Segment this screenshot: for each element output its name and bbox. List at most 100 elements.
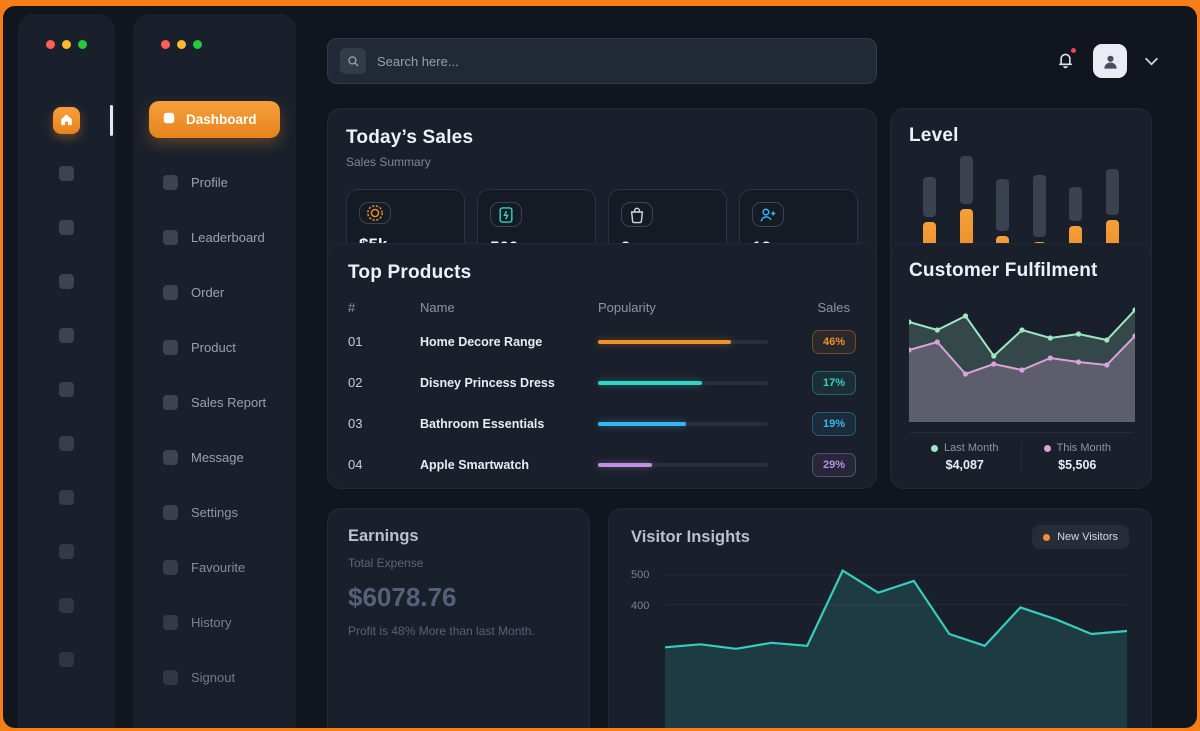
traffic-lights bbox=[18, 14, 115, 49]
product-row[interactable]: 02 Disney Princess Dress 17% bbox=[348, 362, 856, 403]
legend-last-month: Last Month $4,087 bbox=[909, 442, 1021, 472]
legend-dot bbox=[1043, 444, 1051, 452]
sidebar-item-order[interactable]: Order bbox=[133, 272, 296, 313]
rail-item-11[interactable] bbox=[59, 652, 74, 667]
sidebar-item-sales-report[interactable]: Sales Report bbox=[133, 382, 296, 423]
visitor-chart: 500 400 bbox=[631, 563, 1129, 728]
menu-placeholder-icon bbox=[59, 598, 74, 613]
topbar-actions bbox=[1055, 38, 1159, 84]
menu-placeholder-icon bbox=[163, 560, 178, 575]
rail-item-5[interactable] bbox=[59, 328, 74, 343]
sidebar-item-dashboard[interactable]: Dashboard bbox=[149, 101, 280, 138]
popularity-bar bbox=[598, 380, 792, 385]
sidebar-item-profile[interactable]: Profile bbox=[133, 162, 296, 203]
sidebar-item-product[interactable]: Product bbox=[133, 327, 296, 368]
badge-label: New Visitors bbox=[1057, 531, 1118, 543]
column-header: Popularity bbox=[598, 300, 656, 315]
card-title: Top Products bbox=[348, 262, 472, 283]
menu-placeholder-icon bbox=[163, 395, 178, 410]
legend-dot bbox=[931, 444, 939, 452]
sidebar-item-message[interactable]: Message bbox=[133, 437, 296, 478]
sidebar-item-label: History bbox=[191, 615, 232, 630]
zoom-window-button[interactable] bbox=[78, 40, 87, 49]
rail-item-8[interactable] bbox=[59, 490, 74, 505]
product-row[interactable]: 04 Apple Smartwatch 29% bbox=[348, 444, 856, 485]
menu-placeholder-icon bbox=[59, 382, 74, 397]
sidebar-item-label: Settings bbox=[191, 505, 238, 520]
visitor-insights-card: Visitor Insights New Visitors 500 400 bbox=[608, 508, 1152, 728]
sidebar-item-label: Favourite bbox=[191, 560, 246, 575]
y-axis: 500 400 bbox=[631, 563, 665, 728]
visitor-area-chart bbox=[664, 563, 1129, 728]
minimize-window-button[interactable] bbox=[62, 40, 71, 49]
customer-fulfilment-card: Customer Fulfilment Last Month $4,087 Th… bbox=[890, 243, 1152, 489]
minimize-window-button[interactable] bbox=[177, 40, 186, 49]
sidebar-item-label: Product bbox=[191, 340, 236, 355]
card-title: Visitor Insights bbox=[631, 527, 750, 546]
search-input[interactable] bbox=[377, 53, 864, 69]
table-body: 01 Home Decore Range 46% 02 Disney Princ… bbox=[348, 321, 856, 485]
search-bar[interactable] bbox=[327, 38, 877, 84]
card-subtitle: Sales Summary bbox=[346, 155, 431, 169]
bell-icon bbox=[1055, 49, 1076, 73]
service-bar bbox=[923, 177, 936, 217]
sidebar-item-label: Dashboard bbox=[186, 112, 257, 127]
y-axis-tick: 400 bbox=[631, 600, 650, 612]
new-visitors-dot bbox=[1043, 533, 1051, 541]
rail-item-9[interactable] bbox=[59, 544, 74, 559]
earnings-note: Profit is 48% More than last Month. bbox=[348, 624, 535, 638]
avatar[interactable] bbox=[1093, 44, 1127, 78]
sidebar-item-settings[interactable]: Settings bbox=[133, 492, 296, 533]
product-rank: 04 bbox=[348, 457, 363, 472]
rail-item-4[interactable] bbox=[59, 274, 74, 289]
rail-item-3[interactable] bbox=[59, 220, 74, 235]
rail-item-2[interactable] bbox=[59, 166, 74, 181]
menu-placeholder-icon bbox=[59, 328, 74, 343]
sidebar-item-signout[interactable]: Signout bbox=[133, 657, 296, 698]
notifications-button[interactable] bbox=[1055, 47, 1077, 73]
sidebar-item-label: Sales Report bbox=[191, 395, 267, 410]
sidebar-item-label: Profile bbox=[191, 175, 228, 190]
sidebar-item-favourite[interactable]: Favourite bbox=[133, 547, 296, 588]
card-title: Level bbox=[909, 125, 959, 146]
product-row[interactable]: 03 Bathroom Essentials 19% bbox=[348, 403, 856, 444]
table-header: # Name Popularity Sales bbox=[348, 300, 856, 315]
close-window-button[interactable] bbox=[161, 40, 170, 49]
service-bar bbox=[996, 179, 1010, 231]
menu-placeholder-icon bbox=[163, 450, 178, 465]
menu-placeholder-icon bbox=[163, 175, 178, 190]
menu-placeholder-icon bbox=[163, 670, 178, 685]
traffic-lights bbox=[133, 14, 296, 49]
fulfilment-legend: Last Month $4,087 This Month $5,506 bbox=[909, 432, 1133, 472]
sidebar-item-label: Order bbox=[191, 285, 225, 300]
column-header: Name bbox=[420, 300, 455, 315]
sidebar-item-leaderboard[interactable]: Leaderboard bbox=[133, 217, 296, 258]
chevron-down-icon[interactable] bbox=[1144, 57, 1159, 66]
rail-item-7[interactable] bbox=[59, 436, 74, 451]
sidebar-item-label: Message bbox=[191, 450, 244, 465]
active-indicator bbox=[110, 105, 113, 136]
sales-badge: 29% bbox=[812, 452, 856, 477]
zoom-window-button[interactable] bbox=[193, 40, 202, 49]
sidebar-item-label: Signout bbox=[191, 670, 236, 685]
rail-dashboard-button[interactable] bbox=[53, 107, 80, 134]
rail-item-10[interactable] bbox=[59, 598, 74, 613]
notification-badge bbox=[1070, 47, 1077, 54]
sales-badge: 19% bbox=[812, 411, 856, 436]
legend-value: $5,506 bbox=[1058, 458, 1097, 472]
rail-item-6[interactable] bbox=[59, 382, 74, 397]
menu-placeholder-icon bbox=[59, 436, 74, 451]
close-window-button[interactable] bbox=[46, 40, 55, 49]
menu-placeholder-icon bbox=[59, 652, 74, 667]
column-header: Sales bbox=[817, 300, 850, 315]
search-icon bbox=[340, 48, 366, 74]
card-header: Visitor Insights New Visitors bbox=[631, 525, 1129, 549]
new-visitors-badge[interactable]: New Visitors bbox=[1032, 525, 1129, 549]
popularity-bar bbox=[598, 339, 792, 344]
menu-placeholder-icon bbox=[59, 166, 74, 181]
fulfilment-area-chart bbox=[906, 294, 1138, 422]
product-name: Home Decore Range bbox=[420, 334, 543, 349]
sidebar-item-history[interactable]: History bbox=[133, 602, 296, 643]
card-title: Earnings bbox=[348, 527, 419, 545]
product-row[interactable]: 01 Home Decore Range 46% bbox=[348, 321, 856, 362]
